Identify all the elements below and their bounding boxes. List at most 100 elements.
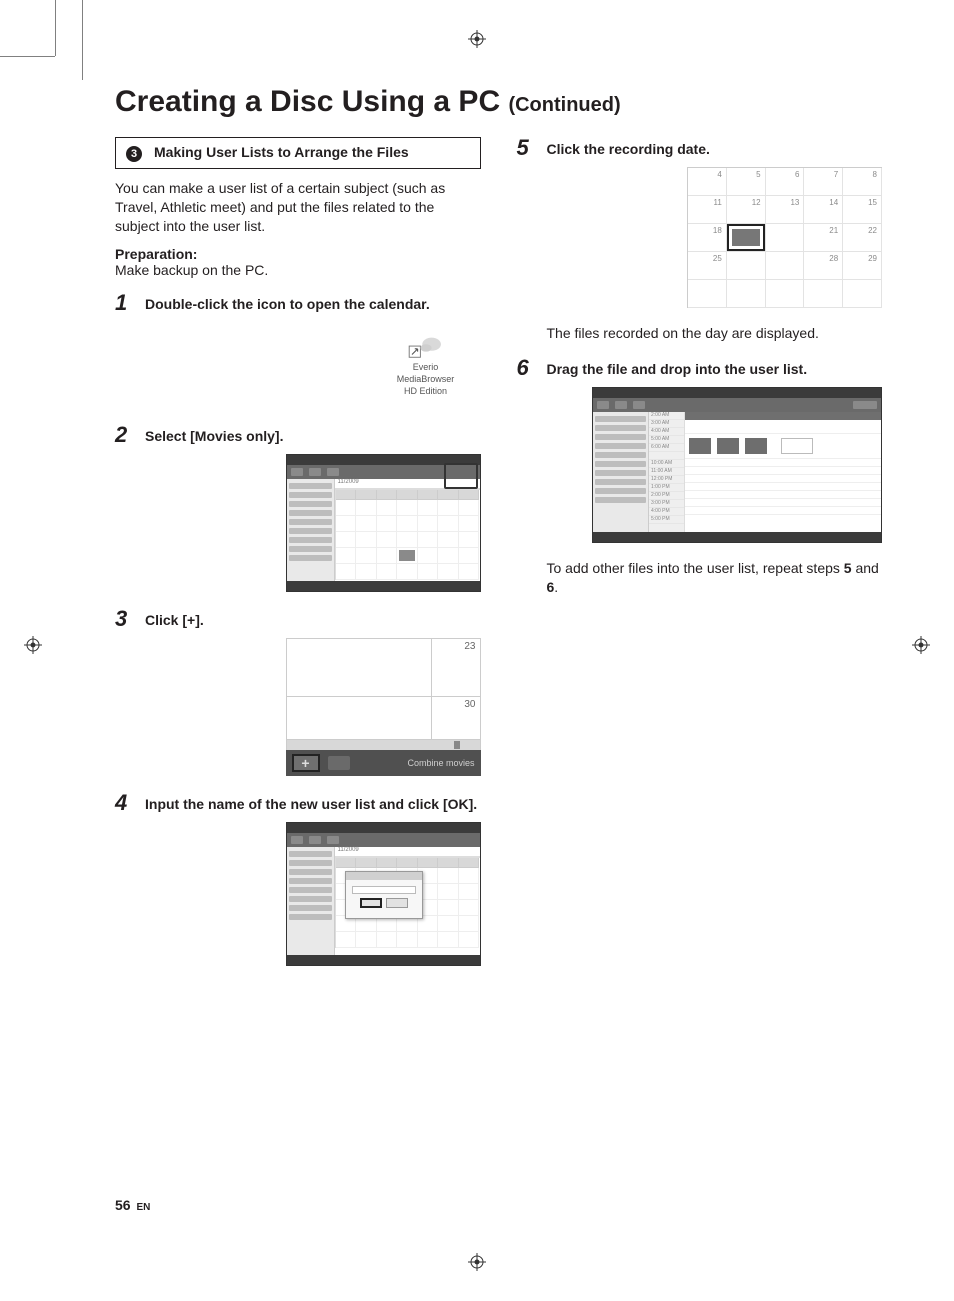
section-title: Making User Lists to Arrange the Files [154,144,409,162]
calendar-cell: 13 [766,196,805,224]
step-5: 5 Click the recording date. [517,137,883,159]
userlist-name-field [352,886,416,894]
calendar-cell: 29 [843,252,882,280]
video-thumbnail [717,438,739,454]
video-thumbnail [745,438,767,454]
figure-step-5: 4 5 6 78 11 12 13 14 15 18 21 22 25 2829 [517,167,883,308]
time-row-label [649,452,684,460]
time-row-label: 2:00 PM [649,492,684,500]
ok-button [360,898,382,908]
time-row-label: 10:00 AM [649,460,684,468]
calendar-cell [766,280,805,308]
video-thumbnail [689,438,711,454]
time-row-label: 2:00 AM [649,412,684,420]
calendar-cell [804,280,843,308]
calendar-cell-number: 6 [795,170,799,179]
calendar-cell-number: 13 [790,198,799,207]
time-row-label: 12:00 PM [649,476,684,484]
step-number: 5 [517,137,537,159]
calendar-cell [688,280,727,308]
calendar-cell: 21 [804,224,843,252]
calendar-cell-number: 5 [756,170,760,179]
calendar-cell-number: 22 [868,226,877,235]
calendar-cell: 6 [766,168,805,196]
step-text: Click [+]. [145,608,204,629]
intro-paragraph: You can make a user list of a certain su… [115,179,481,236]
step-text: Click the recording date. [547,137,710,158]
calendar-cell: 25 [688,252,727,280]
preparation-text: Make backup on the PC. [115,262,481,278]
calendar-cell-number: 11 [713,198,721,207]
step-4: 4 Input the name of the new user list an… [115,792,481,814]
calendar-cell-number: 25 [713,254,722,263]
calendar-cell [727,280,766,308]
step-number: 2 [115,424,135,446]
note-step-ref: 5 [844,560,852,576]
step-text: Input the name of the new user list and … [145,792,477,813]
calendar-cell-number: 30 [432,696,481,740]
page-lang: EN [136,1202,150,1213]
calendar-cell-number: 4 [717,170,721,179]
calendar-cell-number: 7 [834,170,838,179]
calendar-month-label: 11/2009 [335,847,480,857]
time-row-label: 4:00 AM [649,428,684,436]
drop-target [781,438,813,454]
icon-label-line2: MediaBrowser [397,375,455,385]
time-row-label: 4:00 PM [649,508,684,516]
calendar-cell: 28 [804,252,843,280]
calendar-cell [766,252,805,280]
icon-label-line3: HD Edition [404,387,447,397]
step-number: 4 [115,792,135,814]
step-text: Double-click the icon to open the calend… [145,292,430,313]
calendar-cell-number: 15 [868,198,877,207]
calendar-cell [843,280,882,308]
cancel-button [386,898,408,908]
figure-step-1: Everio MediaBrowser HD Edition [115,322,481,408]
calendar-cell: 7 [804,168,843,196]
calendar-cell: 22 [843,224,882,252]
step-text: Select [Movies only]. [145,424,283,445]
combine-movies-label: Combine movies [407,758,474,768]
step-text: Drag the file and drop into the user lis… [547,357,808,378]
calendar-cell-number: 14 [829,198,838,207]
time-row-label: 3:00 PM [649,500,684,508]
time-row-label: 11:00 AM [649,468,684,476]
preparation-label: Preparation: [115,246,481,262]
callout-movies-only [444,463,478,489]
calendar-cell-number: 18 [713,226,722,235]
icon-label-line1: Everio [413,363,439,373]
crop-mark [82,0,83,80]
calendar-cell: 12 [727,196,766,224]
calendar-cell-number: 21 [829,226,838,235]
crop-mark [0,56,55,57]
registration-mark-icon [468,1253,486,1271]
page-number: 56 EN [115,1197,150,1213]
step-6-note: To add other files into the user list, r… [547,559,883,597]
calendar-cell: 8 [843,168,882,196]
crop-mark [55,0,56,56]
step-3: 3 Click [+]. [115,608,481,630]
title-main: Creating a Disc Using a PC [115,85,500,118]
calendar-cell [766,224,805,252]
calendar-cell: 14 [804,196,843,224]
section-number-badge: 3 [126,146,142,162]
figure-step-6: 2:00 AM3:00 AM4:00 AM5:00 AM6:00 AM10:00… [517,387,883,543]
figure-step-4: 11/2009 [115,822,481,966]
step-5-note: The files recorded on the day are displa… [547,324,883,343]
time-row-label: 3:00 AM [649,420,684,428]
figure-step-2: 11/2009 [115,454,481,592]
calendar-cell: 4 [688,168,727,196]
step-number: 1 [115,292,135,314]
calendar-cell: 5 [727,168,766,196]
desktop-shortcut-icon: Everio MediaBrowser HD Edition [371,322,481,408]
toolbar-button-icon [328,756,350,770]
registration-mark-icon [24,636,42,654]
time-row-label: 6:00 AM [649,444,684,452]
time-row-label: 1:00 PM [649,484,684,492]
step-2: 2 Select [Movies only]. [115,424,481,446]
step-number: 3 [115,608,135,630]
calendar-cell-number: 23 [432,638,481,696]
calendar-cell: 15 [843,196,882,224]
title-continued: (Continued) [508,94,620,116]
step-number: 6 [517,357,537,379]
